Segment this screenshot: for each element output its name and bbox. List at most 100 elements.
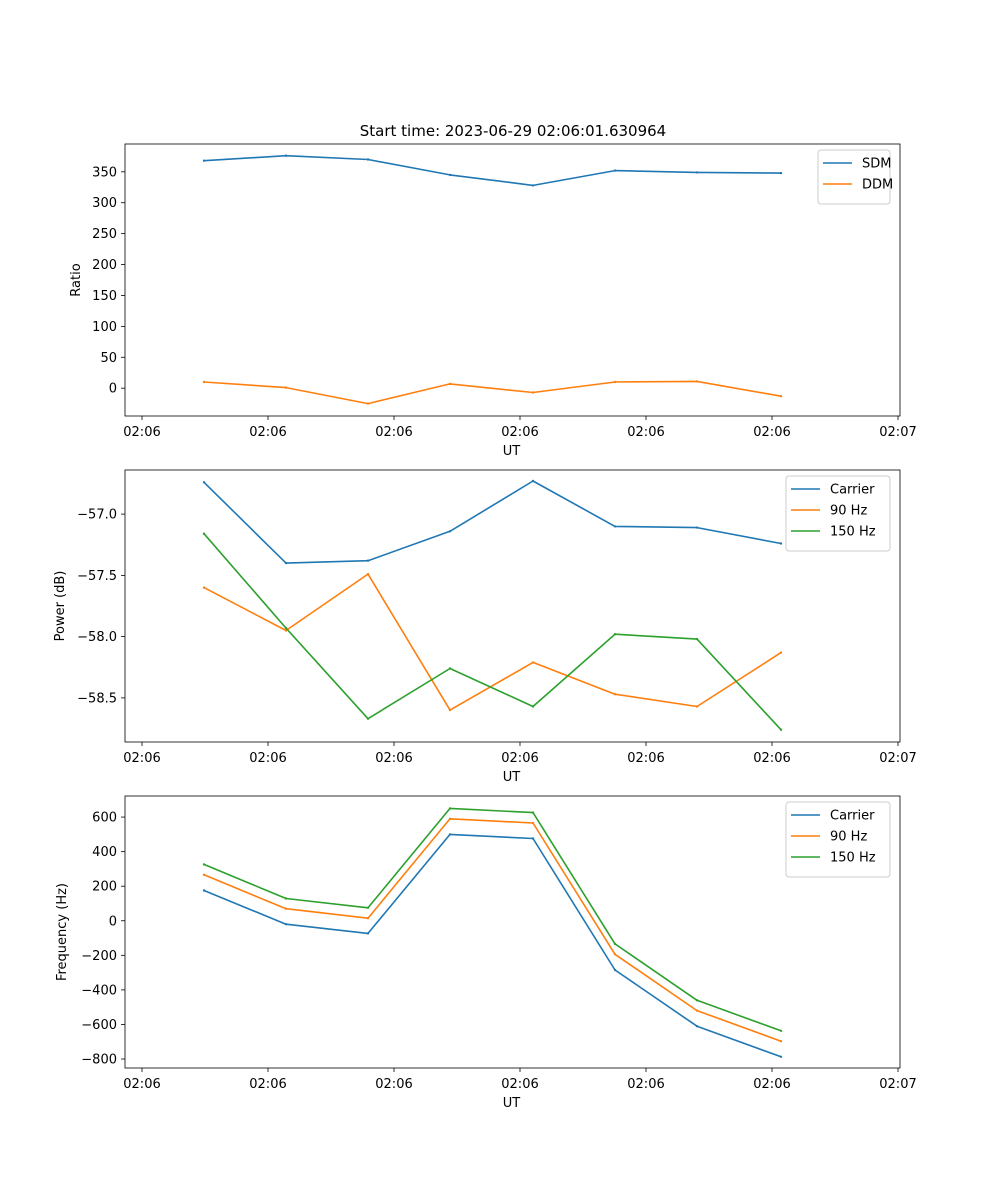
power-series-carrier-point [284, 561, 288, 565]
frequency-axes-frame [124, 795, 901, 1069]
frequency-series-150-hz-point [366, 906, 370, 909]
frequency-series-90-hz-point [202, 873, 206, 876]
frequency-x-tick-label: 02:06 [627, 1077, 664, 1092]
frequency-series-carrier-point [284, 923, 288, 926]
power-series-90-hz-point [366, 572, 370, 576]
frequency-series-90-hz-point [695, 1009, 699, 1012]
ratio-series-sdm-point [531, 184, 535, 187]
power-series-carrier-point [202, 481, 206, 484]
frequency-y-tick-label: 200 [92, 880, 117, 895]
power-series-150-hz-point [613, 633, 617, 636]
frequency-series-90-hz-point [284, 907, 288, 910]
power-y-axis-label: Power (dB) [53, 571, 68, 642]
frequency-y-tick-label: 0 [109, 914, 117, 929]
chart-title: Start time: 2023-06-29 02:06:01.630964 [360, 122, 666, 140]
frequency-series-150-hz-point [695, 999, 699, 1002]
frequency-series-carrier-point [366, 932, 370, 935]
power-x-tick-label: 02:06 [249, 751, 286, 766]
ratio-legend: SDM DDM [817, 149, 893, 205]
power-series-carrier-point [531, 479, 535, 483]
frequency-x-tick-label: 02:06 [753, 1077, 790, 1092]
frequency-legend: Carrier 90 Hz 150 Hz [785, 801, 891, 878]
power-legend: Carrier 90 Hz 150 Hz [785, 475, 891, 552]
power-series-150-hz-point [366, 717, 370, 720]
plots-container: 02:06 02:06 02:06 02:06 02:06 02:06 02:07 UT 0 50… [53, 143, 917, 1111]
ratio-plot: 02:06 02:06 02:06 02:06 02:06 02:06 02:07 UT 0 50… [69, 143, 917, 459]
power-series-150-hz-point [202, 532, 206, 535]
ratio-series-sdm-point [202, 159, 206, 162]
frequency-series-150-hz-point [531, 811, 535, 814]
power-series-carrier-point [779, 542, 783, 545]
frequency-series-90-hz-point [366, 917, 370, 920]
ratio-legend-sdm-label: SDM [862, 157, 891, 172]
power-series-90-hz-point [779, 651, 783, 654]
ratio-legend-ddm-label: DDM [862, 178, 893, 193]
frequency-plot: 02:06 02:06 02:06 02:06 02:06 02:06 02:07 UT −80… [55, 795, 917, 1111]
power-x-tick-label: 02:06 [375, 751, 412, 766]
ratio-series-sdm-line [203, 154, 782, 187]
ratio-series-ddm-point [779, 395, 783, 398]
ratio-x-tick-label: 02:06 [249, 425, 286, 440]
ratio-series-ddm-point [448, 382, 452, 386]
power-series-90-hz-point [613, 693, 617, 696]
ratio-series-ddm-point [284, 386, 288, 389]
power-legend-box [785, 475, 891, 552]
frequency-series-90-hz-point [779, 1040, 783, 1043]
power-series-150-hz-line [203, 533, 782, 731]
ratio-y-tick-label: 0 [109, 382, 117, 397]
ratio-y-tick-label: 250 [92, 227, 117, 242]
ratio-x-tick-label: 02:07 [879, 425, 916, 440]
power-legend-90-hz-label: 90 Hz [830, 504, 867, 519]
ratio-x-tick-label: 02:06 [375, 425, 412, 440]
power-series-90-hz-line [203, 573, 782, 711]
power-series-90-hz-point [531, 661, 535, 664]
ratio-y-axis-label: Ratio [69, 263, 84, 296]
frequency-series-90-hz-point [531, 821, 535, 825]
frequency-y-tick-label: 400 [92, 845, 117, 860]
power-series-150-hz-point [779, 728, 783, 731]
power-x-tick-label: 02:06 [753, 751, 790, 766]
frequency-y-tick-label: −400 [81, 983, 117, 998]
power-series-carrier-point [448, 530, 452, 533]
ratio-y-tick-label: 50 [100, 351, 117, 366]
ratio-series-sdm-point [284, 154, 288, 157]
power-legend-carrier-label: Carrier [830, 483, 875, 498]
frequency-series-carrier-line [203, 833, 782, 1058]
power-series-150-hz-point [531, 705, 535, 708]
power-series-carrier-point [613, 525, 617, 528]
power-y-tick-label: −58.5 [77, 691, 117, 706]
frequency-series-150-hz-point [284, 897, 288, 900]
ratio-series-ddm-point [202, 380, 206, 384]
power-plot: 02:06 02:06 02:06 02:06 02:06 02:06 02:07 UT −58… [53, 469, 917, 785]
frequency-series-90-hz-point [613, 953, 617, 956]
frequency-series-carrier-point [531, 837, 535, 840]
frequency-series-90-hz-point [448, 817, 452, 820]
frequency-series-150-hz-point [613, 942, 617, 946]
ratio-x-tick-label: 02:06 [501, 425, 538, 440]
frequency-y-tick-label: −600 [81, 1018, 117, 1033]
frequency-series-150-hz-point [779, 1029, 783, 1033]
power-series-90-hz-point [695, 705, 699, 708]
power-series-150-hz-point [695, 637, 699, 641]
ratio-series-ddm-point [531, 391, 535, 394]
power-series-90-hz-point [448, 708, 452, 712]
frequency-series-150-hz-point [202, 863, 206, 866]
ratio-series-sdm-point [779, 171, 783, 175]
frequency-series-carrier-point [779, 1055, 783, 1059]
ratio-y-tick-label: 300 [92, 196, 117, 211]
power-x-tick-label: 02:06 [123, 751, 160, 766]
ratio-x-tick-label: 02:06 [627, 425, 664, 440]
ratio-y-tick-label: 150 [92, 289, 117, 304]
ratio-x-tick-label: 02:06 [753, 425, 790, 440]
ratio-y-tick-label: 350 [92, 165, 117, 180]
ratio-axes-frame [124, 143, 901, 417]
frequency-y-axis-label: Frequency (Hz) [55, 883, 70, 981]
frequency-x-tick-label: 02:06 [501, 1077, 538, 1092]
power-x-tick-label: 02:06 [627, 751, 664, 766]
frequency-legend-150-hz-label: 150 Hz [830, 851, 876, 866]
frequency-series-150-hz-point [448, 807, 452, 810]
frequency-series-carrier-point [695, 1025, 699, 1028]
frequency-series-90-hz-line [203, 817, 782, 1042]
power-x-axis-label: UT [503, 770, 521, 785]
frequency-y-tick-label: −200 [81, 949, 117, 964]
